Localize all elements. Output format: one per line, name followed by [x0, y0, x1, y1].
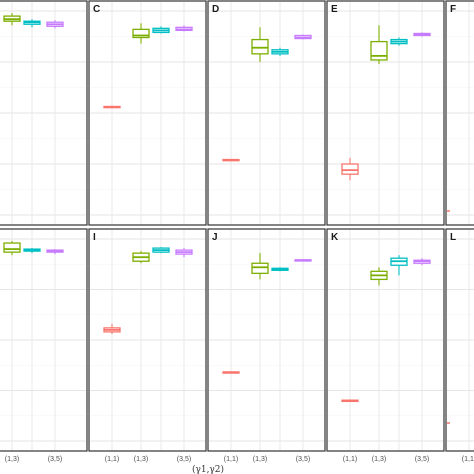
panel-label: I [93, 232, 96, 243]
x-tick-label: (3,5) [415, 456, 429, 463]
box-E-1 [370, 25, 388, 65]
x-tick-label: (1,1) [343, 456, 357, 463]
box-B-2 [23, 19, 41, 28]
box-C-2 [152, 26, 170, 34]
box-iqr [251, 262, 269, 274]
box-E-2 [390, 37, 408, 46]
box-I-3 [175, 248, 193, 258]
box-H-3 [46, 249, 64, 255]
panel-label: K [331, 232, 339, 243]
box-E-3 [413, 32, 431, 37]
x-axis-title: (γ1,γ2) [192, 464, 224, 474]
panel-label: C [93, 4, 100, 15]
panel-K: K [326, 228, 445, 452]
x-tick-label: (1,3) [372, 456, 386, 463]
box-J-2 [271, 267, 289, 272]
box-iqr [3, 242, 21, 253]
box-iqr [370, 40, 388, 61]
panel-label: J [212, 232, 218, 243]
x-tick-label: (1,3) [253, 456, 267, 463]
box-C-1 [132, 23, 150, 44]
x-tick-label: (3,5) [296, 456, 310, 463]
box-I-2 [152, 247, 170, 254]
x-tick-label: (1,3) [5, 456, 19, 463]
box-J-0 [222, 371, 240, 374]
box-iqr [132, 28, 150, 39]
box-I-0 [103, 323, 121, 334]
box-J-1 [251, 253, 269, 280]
panel-H [0, 228, 88, 452]
box-I-1 [132, 251, 150, 264]
panel-label: L [450, 232, 456, 243]
x-tick-label: (1,3) [134, 456, 148, 463]
panel-B [0, 0, 88, 226]
box-D-0 [222, 158, 240, 162]
box-K-3 [413, 258, 431, 266]
box-D-2 [271, 47, 289, 56]
panel-label: E [331, 4, 338, 15]
x-tick-label: (1,1) [462, 456, 474, 463]
box-D-1 [251, 27, 269, 62]
panel-D: D [207, 0, 326, 226]
box-B-1 [3, 13, 21, 26]
box-C-0 [103, 105, 121, 109]
box-K-0 [341, 399, 359, 403]
x-tick-label: (3,5) [177, 456, 191, 463]
box-K-2 [390, 255, 408, 276]
box-iqr [341, 163, 359, 175]
box-D-3 [294, 34, 312, 40]
box-H-2 [23, 248, 41, 254]
x-tick-label: (1,1) [224, 456, 238, 463]
x-tick-label: (3,5) [48, 456, 62, 463]
panel-J: J [207, 228, 326, 452]
panel-C: C [88, 0, 207, 226]
box-C-3 [175, 25, 193, 32]
box-K-1 [370, 267, 388, 286]
box-H-1 [3, 241, 21, 256]
panel-F: F [445, 0, 474, 226]
x-tick-label: (1,1) [105, 456, 119, 463]
box-iqr [251, 38, 269, 55]
panel-L: L [445, 228, 474, 452]
panel-E: E [326, 0, 445, 226]
panel-label: F [450, 4, 456, 15]
box-B-3 [46, 20, 64, 29]
panel-I: I [88, 228, 207, 452]
box-J-3 [294, 259, 312, 262]
box-E-0 [341, 157, 359, 181]
panel-label: D [212, 4, 219, 15]
